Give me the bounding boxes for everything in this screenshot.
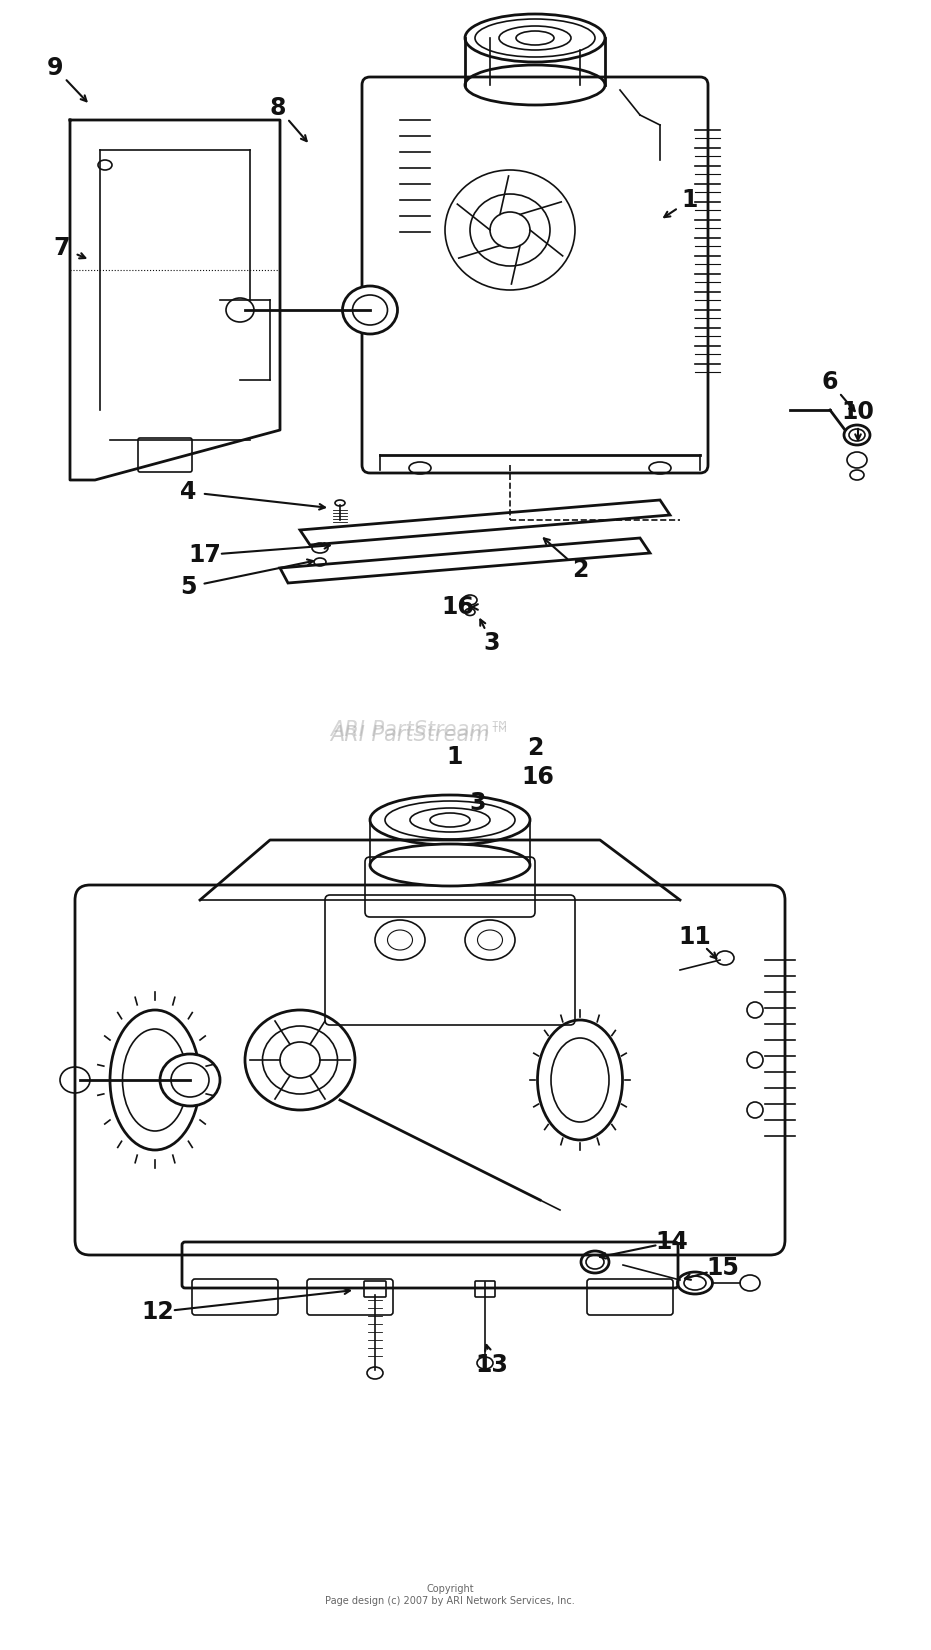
Text: ARI PartStream™: ARI PartStream™ [330, 724, 510, 746]
Text: 4: 4 [180, 480, 196, 503]
Text: 2: 2 [572, 558, 588, 582]
Text: 17: 17 [189, 543, 222, 568]
Text: 3: 3 [484, 630, 500, 655]
Text: 3: 3 [470, 790, 486, 815]
Text: 16: 16 [441, 596, 475, 619]
Text: 11: 11 [679, 926, 711, 949]
Text: 16: 16 [521, 766, 555, 789]
Ellipse shape [370, 795, 530, 845]
Ellipse shape [160, 1054, 220, 1106]
Ellipse shape [343, 285, 398, 333]
Text: 15: 15 [707, 1256, 739, 1280]
Text: 1: 1 [447, 746, 464, 769]
Ellipse shape [465, 64, 605, 106]
Text: 6: 6 [822, 370, 838, 394]
Text: 14: 14 [655, 1229, 688, 1254]
Ellipse shape [370, 845, 530, 886]
Text: 7: 7 [54, 236, 70, 261]
Text: 9: 9 [47, 56, 63, 79]
Text: Copyright
Page design (c) 2007 by ARI Network Services, Inc.: Copyright Page design (c) 2007 by ARI Ne… [325, 1584, 574, 1605]
Text: 5: 5 [180, 574, 196, 599]
Text: 8: 8 [270, 96, 286, 120]
Text: 10: 10 [842, 399, 874, 424]
Text: 2: 2 [527, 736, 543, 761]
Text: 1: 1 [681, 188, 698, 211]
Text: 12: 12 [142, 1300, 174, 1323]
Text: ARI PartStream™: ARI PartStream™ [330, 719, 510, 739]
Text: 13: 13 [476, 1353, 508, 1378]
